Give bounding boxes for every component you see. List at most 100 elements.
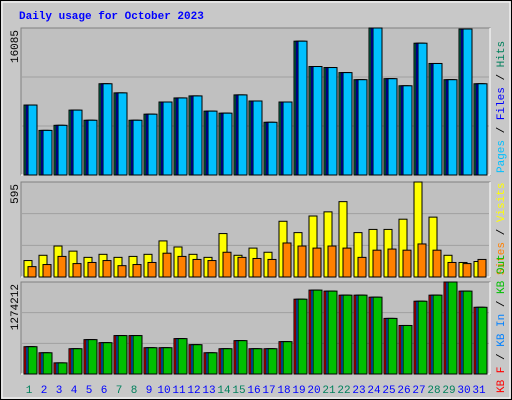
bar xyxy=(387,248,397,278)
legend-entry: KB Out xyxy=(496,254,508,294)
bar xyxy=(177,255,187,278)
bar xyxy=(237,340,248,375)
bar xyxy=(462,28,473,176)
legend-entry: KB In xyxy=(496,314,508,347)
bar xyxy=(402,324,413,375)
bar xyxy=(222,112,233,176)
bar xyxy=(327,245,337,278)
bar xyxy=(57,362,68,375)
bar xyxy=(342,72,353,176)
x-tick-label: 16 xyxy=(247,385,260,397)
bar xyxy=(372,249,382,278)
bar xyxy=(102,83,113,176)
x-tick-label: 6 xyxy=(101,385,108,397)
x-tick-label: 25 xyxy=(382,385,395,397)
x-tick-label: 24 xyxy=(367,385,381,397)
x-tick-label: 23 xyxy=(352,385,365,397)
legend-entry: Sites xyxy=(496,242,508,275)
bar xyxy=(462,290,473,375)
x-tick-label: 14 xyxy=(217,385,231,397)
bar xyxy=(162,347,173,375)
legend: Pages / Files / Hits xyxy=(496,41,508,173)
bar xyxy=(312,289,323,375)
bar xyxy=(447,79,458,176)
bar xyxy=(57,124,68,176)
bar xyxy=(357,79,368,176)
bar xyxy=(162,252,172,278)
bar xyxy=(27,104,38,176)
legend-separator: / xyxy=(496,347,508,367)
bar xyxy=(252,100,263,176)
legend: KB F / KB In / KB Out xyxy=(496,254,508,393)
x-tick-label: 18 xyxy=(277,385,290,397)
x-tick-label: 8 xyxy=(131,385,138,397)
bar xyxy=(267,348,278,375)
x-tick-label: 29 xyxy=(442,385,455,397)
y-tick-label: 16085 xyxy=(10,30,22,63)
bar xyxy=(447,281,458,375)
bar xyxy=(42,129,53,176)
bar xyxy=(387,78,398,176)
bar xyxy=(117,92,128,176)
bar xyxy=(102,260,112,278)
bar xyxy=(432,62,443,176)
x-tick-label: 21 xyxy=(322,385,336,397)
bar xyxy=(462,263,472,278)
bar xyxy=(387,317,398,375)
bar xyxy=(87,119,98,176)
x-tick-label: 3 xyxy=(56,385,63,397)
bar xyxy=(237,256,247,278)
x-tick-label: 4 xyxy=(71,385,78,397)
x-tick-label: 5 xyxy=(86,385,93,397)
x-tick-label: 30 xyxy=(457,385,470,397)
bar xyxy=(237,94,248,176)
bar xyxy=(132,335,143,375)
bar xyxy=(267,258,277,278)
bar xyxy=(402,85,413,176)
legend-entry: Files xyxy=(496,87,508,120)
bar xyxy=(267,121,278,176)
legend-separator: / xyxy=(496,222,508,242)
bar xyxy=(402,249,412,278)
bar xyxy=(132,264,142,278)
bar xyxy=(222,348,233,375)
bar xyxy=(342,294,353,375)
bar xyxy=(372,27,383,176)
x-tick-label: 19 xyxy=(292,385,305,397)
legend-entry: Hits xyxy=(496,41,508,67)
x-tick-label: 13 xyxy=(202,385,215,397)
bar xyxy=(252,348,263,375)
legend-entry: KB F xyxy=(496,367,508,393)
bar xyxy=(477,258,487,278)
bar xyxy=(477,306,488,375)
x-tick-label: 7 xyxy=(116,385,123,397)
bar xyxy=(72,109,83,176)
bar xyxy=(147,113,158,176)
bar xyxy=(327,290,338,375)
bar xyxy=(327,67,338,176)
bar xyxy=(282,101,293,176)
x-tick-label: 1 xyxy=(26,385,33,397)
bar xyxy=(312,66,323,176)
legend: Sites / Visits xyxy=(496,183,508,275)
legend-separator: / xyxy=(496,294,508,314)
bar xyxy=(297,245,307,278)
bar xyxy=(27,266,37,278)
legend-entry: Visits xyxy=(496,183,508,223)
y-tick-label: 595 xyxy=(10,184,22,204)
bar xyxy=(147,261,157,278)
bar xyxy=(357,256,367,278)
bar xyxy=(162,101,173,176)
bar xyxy=(432,294,443,375)
bar xyxy=(282,341,293,375)
bar xyxy=(357,294,368,375)
bar xyxy=(42,352,53,375)
x-tick-label: 31 xyxy=(472,385,486,397)
bar xyxy=(297,298,308,375)
bar xyxy=(372,296,383,375)
bar xyxy=(192,95,203,176)
bar xyxy=(57,255,67,278)
x-tick-label: 22 xyxy=(337,385,350,397)
bar xyxy=(117,265,127,278)
